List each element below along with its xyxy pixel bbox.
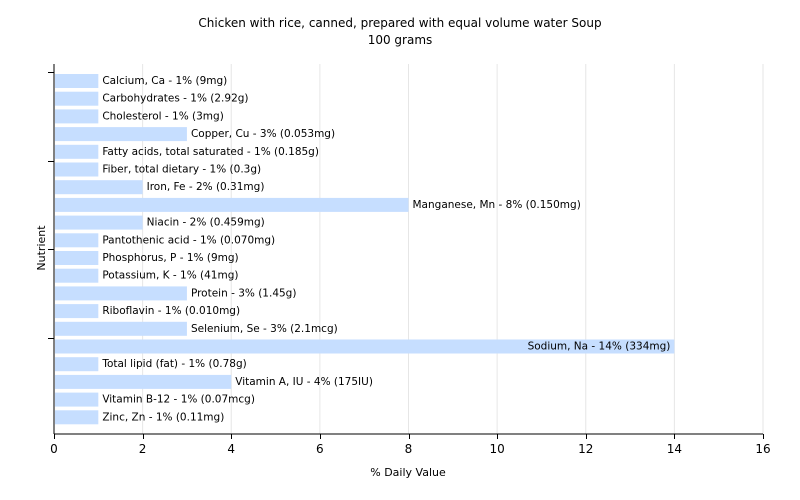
bar-label: Total lipid (fat) - 1% (0.78g) (101, 358, 246, 370)
x-tick-labels: 0 2 4 6 8 10 12 14 16 (50, 442, 770, 456)
x-tick-label: 14 (667, 442, 682, 456)
bar-label: Manganese, Mn - 8% (0.150mg) (413, 199, 581, 211)
bar-label: Riboflavin - 1% (0.010mg) (102, 305, 240, 317)
x-tick-label: 0 (50, 442, 58, 456)
bar-label: Iron, Fe - 2% (0.31mg) (147, 181, 265, 193)
bar (55, 251, 99, 265)
x-tick-label: 12 (578, 442, 593, 456)
grid-lines (142, 64, 764, 434)
x-tick-label: 4 (227, 442, 235, 456)
bars-group (55, 74, 675, 425)
bar (55, 339, 675, 354)
bar-label: Protein - 3% (1.45g) (191, 287, 297, 299)
bar-label: Selenium, Se - 3% (2.1mcg) (191, 323, 338, 335)
bar (55, 304, 99, 319)
x-tick-label: 2 (139, 442, 147, 456)
bar-label: Calcium, Ca - 1% (9mg) (102, 75, 227, 87)
bar (55, 268, 99, 283)
bar-label: Niacin - 2% (0.459mg) (147, 217, 265, 229)
bar-label: Phosphorus, P - 1% (9mg) (102, 252, 238, 264)
bar (55, 144, 99, 159)
bar-label: Copper, Cu - 3% (0.053mg) (191, 128, 335, 140)
bar-label: Fiber, total dietary - 1% (0.3g) (102, 164, 261, 176)
x-tick-label: 10 (489, 442, 504, 456)
bar (55, 233, 99, 248)
bar (55, 180, 143, 195)
bar-label: Zinc, Zn - 1% (0.11mg) (102, 411, 224, 423)
bar-label: Cholesterol - 1% (3mg) (102, 110, 224, 122)
bar (55, 286, 187, 301)
bar (55, 215, 143, 230)
bar-label: Vitamin B-12 - 1% (0.07mcg) (102, 394, 255, 406)
bar-labels-group: Calcium, Ca - 1% (9mg) Carbohydrates - 1%… (101, 75, 670, 423)
chart-subtitle: 100 grams (368, 33, 433, 47)
bar (55, 321, 187, 336)
bar (55, 410, 99, 425)
bar (55, 197, 409, 212)
x-axis-title: % Daily Value (370, 466, 446, 479)
bar-label: Carbohydrates - 1% (2.92g) (102, 93, 248, 105)
bar (55, 162, 99, 177)
bar-label: Potassium, K - 1% (41mg) (102, 270, 238, 282)
bar (55, 374, 232, 389)
bar (55, 74, 99, 88)
bar-label: Fatty acids, total saturated - 1% (0.185… (102, 146, 319, 158)
chart-title: Chicken with rice, canned, prepared with… (198, 16, 601, 30)
bar-label: Sodium, Na - 14% (334mg) (528, 341, 671, 353)
bar (55, 357, 99, 372)
bar (55, 392, 99, 407)
x-tick-label: 16 (755, 442, 770, 456)
bar-label: Vitamin A, IU - 4% (175IU) (235, 376, 373, 388)
y-axis-title: Nutrient (35, 225, 48, 271)
bar (55, 127, 187, 142)
axes-group (48, 64, 764, 439)
bar-label: Pantothenic acid - 1% (0.070mg) (102, 234, 275, 246)
bar (55, 91, 99, 106)
x-tick-label: 6 (316, 442, 324, 456)
x-tick-label: 8 (405, 442, 413, 456)
bar (55, 109, 99, 124)
